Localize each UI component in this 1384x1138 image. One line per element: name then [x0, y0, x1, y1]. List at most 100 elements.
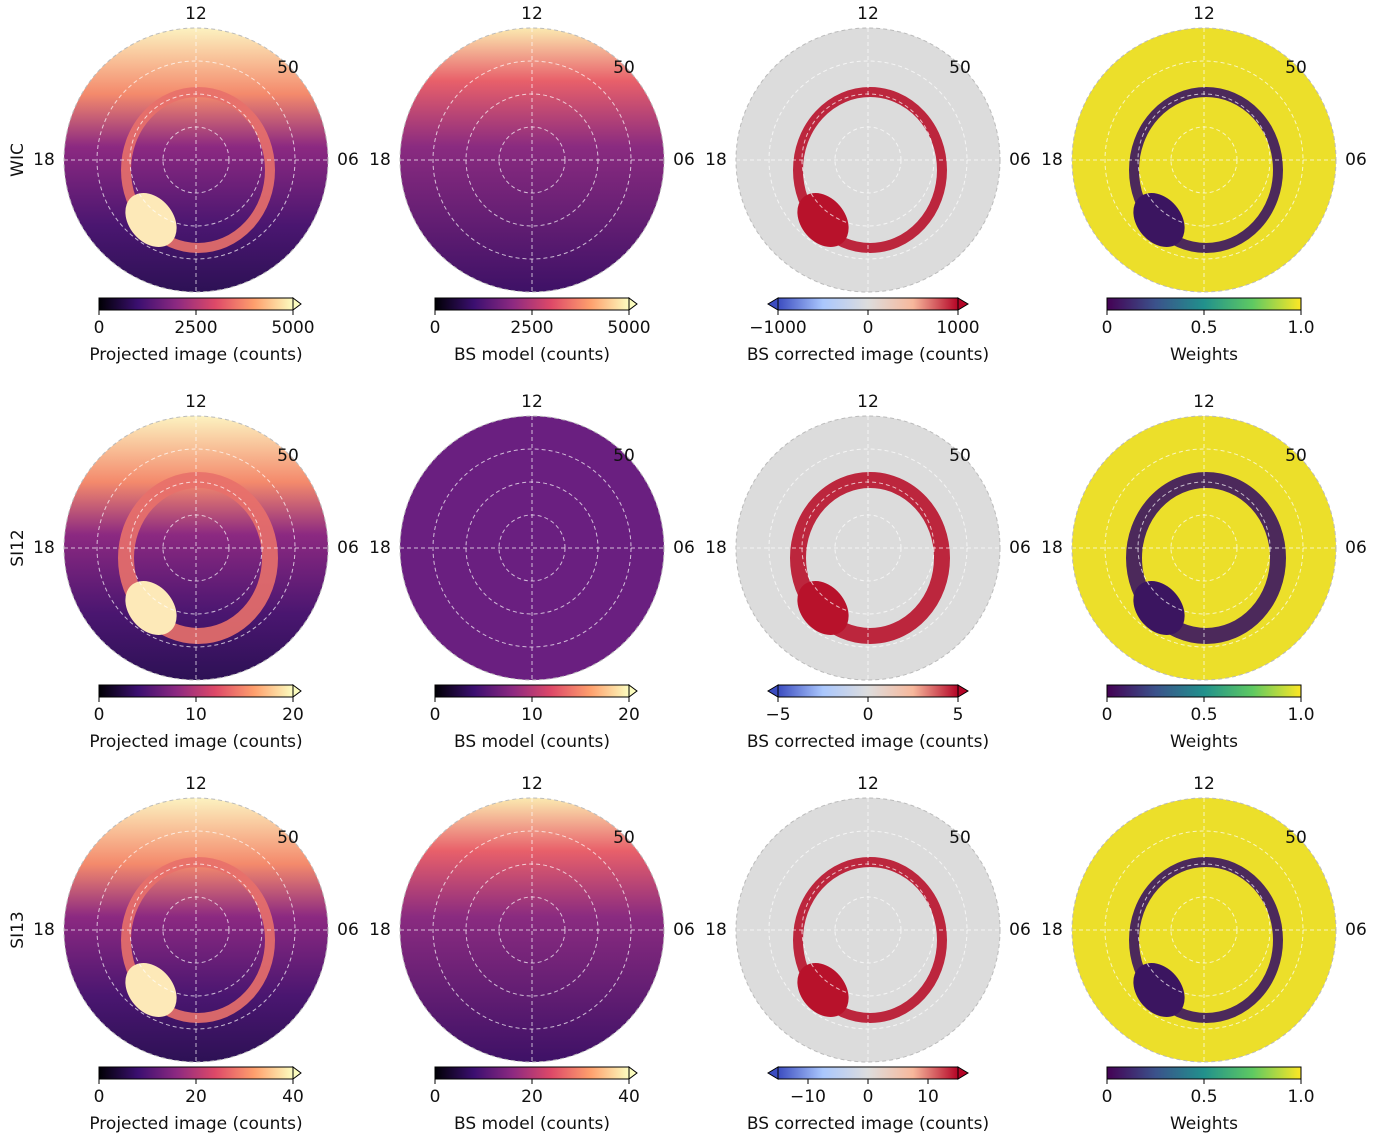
- oval-ring: [121, 857, 275, 1023]
- colorbar-tick-label: 2500: [174, 318, 217, 338]
- colorbar-tick-label: 5: [953, 705, 964, 725]
- latitude-label: 50: [613, 446, 635, 466]
- outer-circle: [399, 415, 665, 681]
- colorbar-tick-label: 0: [94, 318, 105, 338]
- row-label: SI12: [8, 529, 28, 566]
- colorbar-tick-label: 0: [1102, 1087, 1113, 1107]
- oval-ring: [790, 472, 950, 644]
- clock-label: 12: [185, 4, 207, 24]
- oval-blob: [797, 581, 849, 635]
- clock-label: 12: [185, 392, 207, 412]
- oval-ring: [1126, 472, 1286, 644]
- colorbar-tick-label: 0.5: [1190, 705, 1217, 725]
- colorbar: [777, 1066, 959, 1080]
- latitude-label: 50: [949, 828, 971, 848]
- clock-label: 06: [1009, 538, 1031, 558]
- colorbar-tick-label: 0: [863, 1087, 874, 1107]
- clock-label: 06: [673, 538, 695, 558]
- oval-blob: [1133, 581, 1185, 635]
- colorbar-tick-label: 1.0: [1287, 318, 1314, 338]
- colorbar-extend: [767, 1066, 779, 1080]
- clock-label: 12: [857, 4, 879, 24]
- clock-label: 18: [705, 150, 727, 170]
- colorbar-tick-label: 20: [185, 1087, 207, 1107]
- colorbar-extend: [767, 684, 779, 698]
- clock-label: 12: [1193, 774, 1215, 794]
- oval-blob: [1133, 193, 1185, 247]
- colorbar-tick-label: −5: [765, 705, 790, 725]
- colorbar-label: Projected image (counts): [89, 345, 302, 365]
- colorbar-label: Projected image (counts): [89, 732, 302, 752]
- colorbar-label: BS corrected image (counts): [747, 1114, 989, 1134]
- clock-label: 18: [33, 538, 55, 558]
- clock-label: 18: [705, 920, 727, 940]
- colorbar-tick-label: 20: [282, 705, 304, 725]
- colorbar-extend: [628, 1066, 638, 1080]
- oval-blob: [125, 581, 177, 635]
- colorbar-tick-label: −1000: [749, 318, 807, 338]
- colorbar-tick-label: 2500: [510, 318, 553, 338]
- clock-label: 12: [521, 774, 543, 794]
- latitude-label: 50: [949, 446, 971, 466]
- clock-label: 06: [673, 920, 695, 940]
- clock-label: 18: [705, 538, 727, 558]
- colorbar-label: BS corrected image (counts): [747, 732, 989, 752]
- colorbar-tick-label: 0: [94, 1087, 105, 1107]
- colorbar-tick-label: 0.5: [1190, 1087, 1217, 1107]
- colorbar: [777, 297, 959, 311]
- colorbar-tick-label: 10: [917, 1087, 939, 1107]
- colorbar-extend: [628, 684, 638, 698]
- colorbar-tick-label: 10: [521, 705, 543, 725]
- clock-label: 18: [33, 150, 55, 170]
- clock-label: 06: [673, 150, 695, 170]
- colorbar-label: BS model (counts): [454, 345, 610, 365]
- colorbar-extend: [292, 297, 302, 311]
- colorbar-label: Weights: [1170, 345, 1238, 365]
- clock-label: 12: [521, 4, 543, 24]
- colorbar-extend: [628, 297, 638, 311]
- colorbar-tick-label: 5000: [271, 318, 314, 338]
- colorbar-label: BS model (counts): [454, 1114, 610, 1134]
- colorbar: [1106, 1066, 1302, 1080]
- colorbar-tick-label: 0.5: [1190, 318, 1217, 338]
- clock-label: 18: [369, 920, 391, 940]
- colorbar: [98, 297, 294, 311]
- colorbar: [1106, 297, 1302, 311]
- outer-circle: [63, 797, 329, 1063]
- clock-label: 06: [337, 150, 359, 170]
- colorbar-tick-label: 0: [1102, 318, 1113, 338]
- latitude-label: 50: [1285, 828, 1307, 848]
- colorbar-tick-label: 0: [430, 318, 441, 338]
- oval-blob: [1133, 963, 1185, 1017]
- oval-ring: [793, 87, 947, 253]
- clock-label: 12: [521, 392, 543, 412]
- oval-blob: [125, 963, 177, 1017]
- outer-circle: [63, 415, 329, 681]
- colorbar-tick-label: 0: [94, 705, 105, 725]
- oval-ring: [1129, 87, 1283, 253]
- colorbar-extend: [957, 684, 969, 698]
- colorbar-tick-label: 20: [618, 705, 640, 725]
- clock-label: 06: [1009, 920, 1031, 940]
- clock-label: 12: [857, 392, 879, 412]
- colorbar-label: Weights: [1170, 732, 1238, 752]
- latitude-label: 50: [277, 446, 299, 466]
- oval-ring: [121, 87, 275, 253]
- latitude-label: 50: [613, 828, 635, 848]
- colorbar-tick-label: 40: [618, 1087, 640, 1107]
- clock-label: 06: [337, 538, 359, 558]
- clock-label: 18: [369, 150, 391, 170]
- colorbar-extend: [292, 1066, 302, 1080]
- oval-ring: [793, 857, 947, 1023]
- colorbar: [98, 1066, 294, 1080]
- clock-label: 06: [1009, 150, 1031, 170]
- outer-circle: [735, 415, 1001, 681]
- clock-label: 06: [1345, 538, 1367, 558]
- colorbar-tick-label: 5000: [607, 318, 650, 338]
- oval-blob: [125, 193, 177, 247]
- colorbar-label: Projected image (counts): [89, 1114, 302, 1134]
- colorbar-tick-label: 20: [521, 1087, 543, 1107]
- outer-circle: [1071, 797, 1337, 1063]
- outer-circle: [1071, 27, 1337, 293]
